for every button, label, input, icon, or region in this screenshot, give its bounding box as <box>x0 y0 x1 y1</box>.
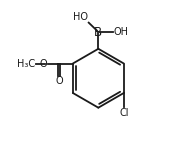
Text: Cl: Cl <box>119 108 129 118</box>
Text: H₃C: H₃C <box>17 59 35 69</box>
Text: B: B <box>94 26 102 39</box>
Text: O: O <box>40 59 47 69</box>
Text: O: O <box>56 76 63 86</box>
Text: HO: HO <box>73 12 88 22</box>
Text: OH: OH <box>113 27 128 37</box>
